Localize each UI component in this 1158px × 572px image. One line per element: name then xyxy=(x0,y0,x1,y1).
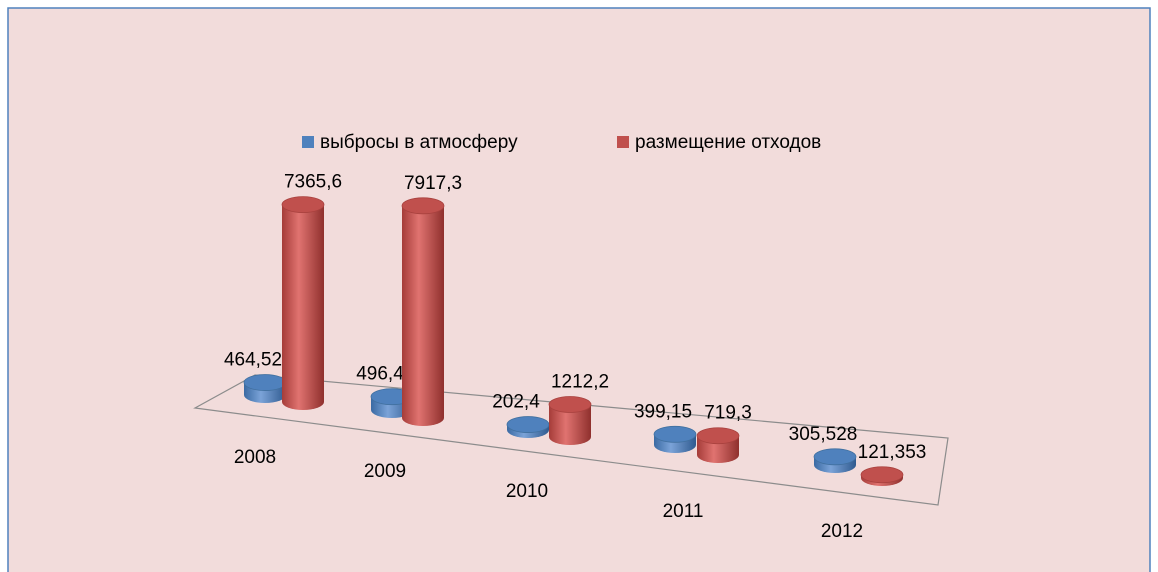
data-label: 1212,2 xyxy=(551,372,609,393)
bar-top xyxy=(548,396,592,413)
bar xyxy=(653,425,697,453)
floor xyxy=(193,374,949,506)
data-label: 464,52 xyxy=(224,350,282,371)
bar xyxy=(696,427,740,463)
bar xyxy=(401,197,445,426)
data-label: 7917,3 xyxy=(404,173,462,194)
data-label: 121,353 xyxy=(858,442,927,463)
bar xyxy=(506,416,550,438)
legend-swatch xyxy=(617,136,629,148)
bar-top xyxy=(653,425,697,443)
bar-top xyxy=(860,466,904,484)
legend-label: размещение отходов xyxy=(635,132,821,153)
bar-top xyxy=(401,197,445,215)
legend-swatch xyxy=(302,136,314,148)
x-tick-label: 2010 xyxy=(506,481,548,502)
bar-top xyxy=(281,196,325,214)
data-label: 202,4 xyxy=(492,392,540,413)
bar-body xyxy=(549,404,591,445)
bar xyxy=(813,448,857,473)
bar xyxy=(281,196,325,410)
bar-top xyxy=(696,427,740,445)
data-label: 305,528 xyxy=(789,424,858,445)
legend-label: выбросы в атмосферу xyxy=(320,132,518,153)
bar xyxy=(860,466,904,486)
x-tick-label: 2008 xyxy=(234,447,276,468)
bar xyxy=(548,396,592,445)
bar-top xyxy=(243,374,287,391)
bar-top xyxy=(813,448,857,466)
chart-area xyxy=(7,7,1151,572)
data-label: 719,3 xyxy=(704,403,752,424)
bar-body xyxy=(402,205,444,426)
data-label: 399,15 xyxy=(634,401,692,422)
bar xyxy=(243,374,287,403)
x-tick-label: 2009 xyxy=(364,461,406,482)
data-label: 7365,6 xyxy=(284,172,342,193)
bar-top xyxy=(506,416,550,433)
data-label: 496,4 xyxy=(356,364,404,385)
x-tick-label: 2012 xyxy=(821,521,863,542)
bar-body xyxy=(282,204,324,410)
x-tick-label: 2011 xyxy=(663,501,704,522)
